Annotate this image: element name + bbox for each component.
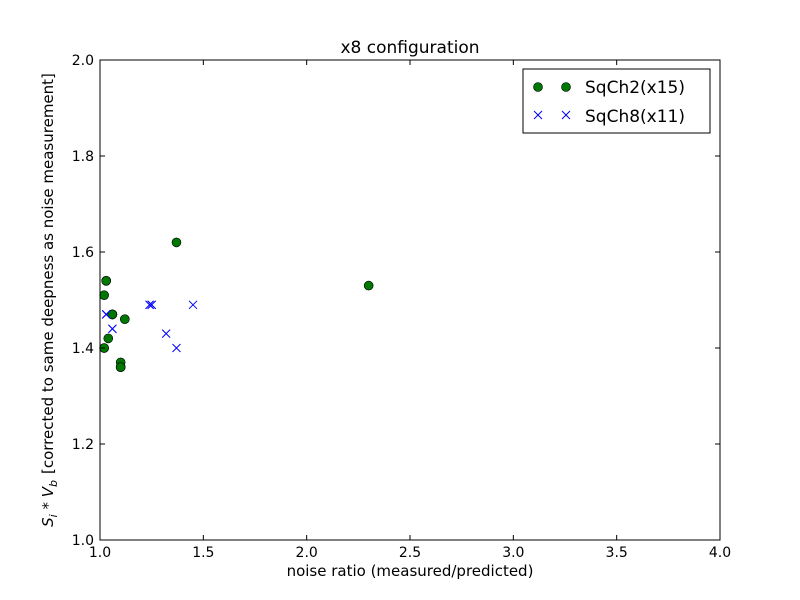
x-tick-label: 2.5 [399, 545, 421, 561]
ticks-layer: 1.0 1.5 2.0 2.5 3.0 3.5 4.0 1.0 1.2 1.4 1.6 1.8 2.0 [72, 53, 731, 561]
data-point-x [147, 300, 157, 310]
data-point-circle [107, 309, 118, 320]
legend-label-sqch2: SqCh2(x15) [585, 78, 685, 98]
y-axis-label-math-b: b [47, 480, 60, 487]
legend-marker-x [561, 110, 571, 120]
chart-title: x8 configuration [340, 38, 479, 58]
y-tick-label: 1.0 [72, 533, 94, 549]
legend-entry-sqch8: SqCh8(x11) [533, 107, 685, 127]
x-tick-label: 1.0 [89, 545, 111, 561]
y-axis-label-math-i: i [47, 514, 60, 517]
data-point-circle [171, 237, 182, 248]
data-point-circle [115, 362, 126, 373]
y-axis-label-math-s: S [39, 517, 57, 527]
data-point-x [145, 300, 154, 310]
legend-marker-circle [533, 82, 543, 92]
data-point-circle [120, 314, 130, 325]
x-tick-label: 4.0 [709, 545, 731, 561]
svg-text:Si * Vb[corrected to same deep: Si * Vb [corrected to same deepness as no… [39, 73, 60, 527]
y-axis-label-math-op: * [39, 497, 57, 514]
data-point-circle [363, 280, 374, 291]
y-tick-label: 1.4 [72, 341, 94, 357]
legend-marker-circle [561, 82, 571, 92]
legend-box [522, 68, 711, 134]
y-axis-label: [corrected to same deepness as noise mea… [39, 73, 57, 474]
x-tick-label: 2.0 [296, 545, 318, 561]
legend-marker-x [533, 110, 543, 120]
y-tick-label: 1.2 [72, 437, 94, 453]
legend: SqCh2(x15) SqCh8(x11) [522, 68, 711, 134]
data-point-x [101, 310, 111, 319]
data-point-x [161, 329, 171, 338]
data-point-x [108, 324, 117, 334]
points-layer [99, 237, 374, 373]
data-point-x [172, 343, 181, 353]
y-tick-label: 1.8 [72, 149, 94, 165]
y-axis-label-group: Si * Vb [corrected to same deepness as no… [39, 73, 60, 527]
legend-entry-sqch2: SqCh2(x15) [533, 78, 685, 98]
data-point-circle [99, 290, 109, 301]
data-point-circle [101, 275, 111, 286]
x-tick-label: 3.0 [502, 545, 524, 561]
y-axis-label-math-v: V [39, 485, 57, 497]
x-tick-label: 1.5 [192, 545, 214, 561]
y-tick-label: 2.0 [72, 53, 94, 69]
data-point-circle [103, 333, 114, 344]
x-axis-label: noise ratio (measured/predicted) [287, 562, 534, 580]
x-tick-label: 3.5 [606, 545, 628, 561]
legend-label-sqch8: SqCh8(x11) [585, 107, 685, 127]
y-tick-label: 1.6 [72, 245, 94, 261]
data-point-x [188, 300, 198, 310]
